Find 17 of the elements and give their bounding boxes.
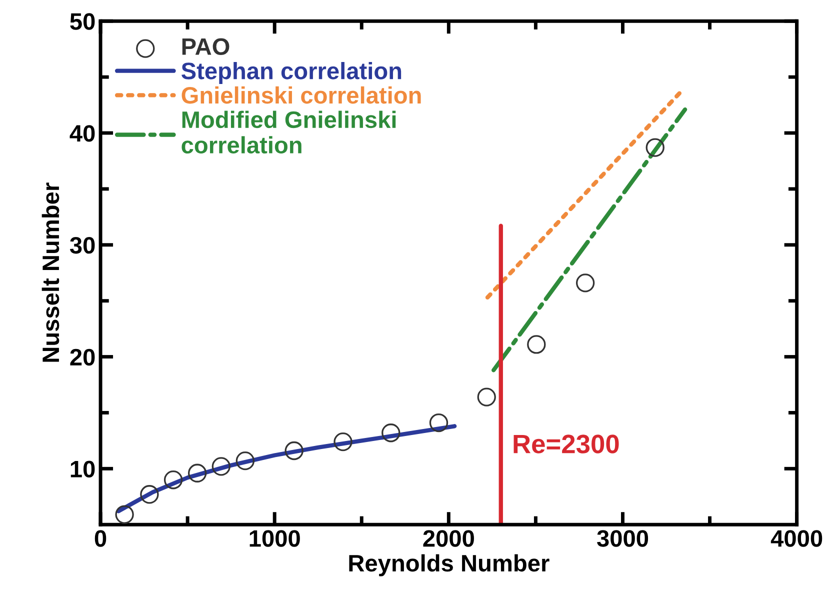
legend-label: PAO (182, 38, 230, 55)
x-tick-label: 1000 (250, 530, 300, 547)
legend-label: Modified Gnielinski correlation (182, 110, 396, 154)
x-axis-title: Reynolds Number (349, 554, 550, 576)
x-tick-label: 4000 (770, 530, 822, 547)
legend-label: Stephan correlation (181, 62, 402, 84)
annotation: Re=2300 (514, 434, 619, 454)
x-tick-label: 3000 (597, 530, 648, 547)
y-tick-label: 20 (70, 348, 95, 366)
y-tick-label: 40 (70, 125, 95, 142)
y-axis-title: Nusselt Number (42, 182, 60, 362)
x-tick-label: 0 (94, 530, 106, 547)
y-tick-label: 10 (70, 460, 95, 478)
y-tick-label: 30 (70, 236, 95, 254)
legend-label: Gnielinski correlation (182, 86, 421, 104)
y-tick-label: 50 (70, 13, 95, 30)
x-tick-label: 2000 (423, 530, 474, 547)
